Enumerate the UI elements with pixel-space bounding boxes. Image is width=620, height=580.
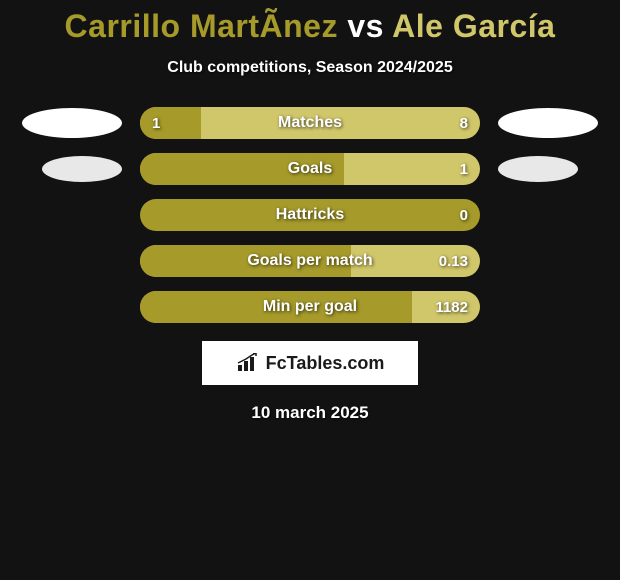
fctables-logo[interactable]: FcTables.com — [202, 341, 418, 385]
stat-right-value: 1182 — [435, 291, 468, 323]
stat-right-value: 1 — [460, 153, 468, 185]
stat-row: Goals per match0.13 — [0, 245, 620, 277]
player2-oval — [498, 156, 578, 182]
stat-bar-left-segment — [140, 199, 480, 231]
stat-bar: Hattricks0 — [140, 199, 480, 231]
stat-bar-left-segment — [140, 153, 344, 185]
stat-bar: 1Matches8 — [140, 107, 480, 139]
player1-name: Carrillo MartÃ­nez — [65, 8, 338, 44]
stat-row: Min per goal1182 — [0, 291, 620, 323]
stat-bar-left-segment — [140, 107, 201, 139]
player1-oval — [42, 156, 122, 182]
stat-row: 1Matches8 — [0, 107, 620, 139]
stat-bar: Goals1 — [140, 153, 480, 185]
logo-text: FcTables.com — [266, 353, 385, 374]
stat-right-value: 0.13 — [439, 245, 468, 277]
player2-name: Ale García — [392, 8, 555, 44]
stat-bar: Min per goal1182 — [140, 291, 480, 323]
stat-row: Goals1 — [0, 153, 620, 185]
subtitle: Club competitions, Season 2024/2025 — [0, 59, 620, 77]
stat-row: Hattricks0 — [0, 199, 620, 231]
player2-oval — [498, 108, 598, 138]
comparison-panel: Carrillo MartÃ­nez vs Ale García Club co… — [0, 0, 620, 423]
bars-container: 1Matches8 Goals1 Hattricks0 Goals per match… — [0, 107, 620, 323]
stat-bar: Goals per match0.13 — [140, 245, 480, 277]
date-text: 10 march 2025 — [0, 403, 620, 423]
stat-bar-left-segment — [140, 291, 412, 323]
vs-text: vs — [338, 8, 392, 44]
stat-right-value: 8 — [460, 107, 468, 139]
player1-oval — [22, 108, 122, 138]
stat-bar-left-segment — [140, 245, 351, 277]
page-title: Carrillo MartÃ­nez vs Ale García — [0, 8, 620, 45]
bar-chart-icon — [236, 353, 260, 373]
